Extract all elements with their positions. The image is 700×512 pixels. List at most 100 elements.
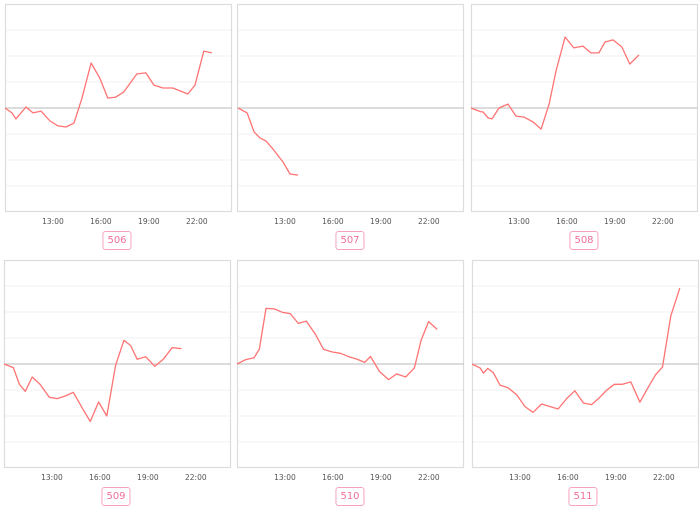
x-tick-label: 22:00 (418, 217, 440, 226)
data-point (106, 415, 107, 416)
data-point (247, 112, 248, 113)
data-point (3, 363, 4, 364)
data-point (662, 367, 663, 368)
data-point (236, 363, 237, 364)
data-point (421, 340, 422, 341)
data-point (493, 372, 494, 373)
data-point (670, 315, 671, 316)
x-tick-label: 13:00 (274, 217, 296, 226)
data-point (253, 357, 254, 358)
x-tick-label: 13:00 (42, 217, 64, 226)
data-point (470, 107, 471, 108)
chart-svg: 13:00 16:00 19:00 22:00 (470, 3, 699, 226)
chart-svg: 13:00 16:00 19:00 22:00 (4, 3, 233, 226)
panel-label-badge[interactable]: 511 (568, 487, 598, 506)
data-point (482, 111, 483, 112)
data-point (555, 70, 556, 71)
x-tick-label: 16:00 (322, 473, 344, 482)
data-point (40, 111, 41, 112)
data-point (194, 85, 195, 86)
data-point (90, 62, 91, 63)
data-point (82, 408, 83, 409)
x-tick-label: 13:00 (508, 217, 530, 226)
series-line (470, 36, 640, 130)
data-point (332, 351, 333, 352)
data-point (582, 46, 583, 47)
data-point (414, 367, 415, 368)
x-tick-label: 19:00 (370, 217, 392, 226)
data-point (508, 387, 509, 388)
x-tick-label: 16:00 (557, 473, 579, 482)
data-point (471, 363, 472, 364)
data-point (137, 359, 138, 360)
data-point (507, 104, 508, 105)
data-point (40, 384, 41, 385)
data-point (591, 404, 592, 405)
data-point (13, 367, 14, 368)
chart-svg: 13:00 16:00 19:00 22:00 (236, 3, 465, 226)
data-point (483, 373, 484, 374)
data-point (566, 398, 567, 399)
data-point (25, 391, 26, 392)
data-point (622, 384, 623, 385)
data-point (123, 91, 124, 92)
data-point (348, 356, 349, 357)
panel-label-badge[interactable]: 507 (335, 231, 365, 250)
data-point (123, 340, 124, 341)
data-point (598, 52, 599, 53)
panel-label-badge[interactable]: 509 (101, 487, 131, 506)
data-point (630, 381, 631, 382)
data-point (574, 390, 575, 391)
data-point (32, 112, 33, 113)
data-point (532, 412, 533, 413)
x-tick-label: 16:00 (90, 217, 112, 226)
data-point (73, 392, 74, 393)
data-point (90, 421, 91, 422)
x-tick-label: 13:00 (274, 473, 296, 482)
data-point (523, 117, 524, 118)
x-tick-label: 13:00 (509, 473, 531, 482)
panel-label-badge[interactable]: 506 (102, 231, 132, 250)
data-point (272, 148, 273, 149)
data-point (612, 39, 613, 40)
data-point (590, 52, 591, 53)
data-point (639, 402, 640, 403)
data-point (557, 408, 558, 409)
data-point (19, 384, 20, 385)
panel-label-badge[interactable]: 508 (569, 231, 599, 250)
x-tick-label: 19:00 (137, 473, 159, 482)
data-point (282, 161, 283, 162)
series-line (237, 107, 299, 176)
data-point (81, 98, 82, 99)
data-point (57, 125, 58, 126)
data-point (57, 398, 58, 399)
data-point (479, 367, 480, 368)
chart-svg: 13:00 16:00 19:00 22:00 (236, 259, 465, 482)
data-point (4, 107, 5, 108)
data-point (306, 321, 307, 322)
data-point (274, 308, 275, 309)
data-point (614, 384, 615, 385)
data-point (541, 403, 542, 404)
data-point (99, 78, 100, 79)
x-tick-label: 22:00 (652, 217, 674, 226)
data-point (49, 397, 50, 398)
panel-label-badge[interactable]: 510 (335, 487, 365, 506)
data-point (115, 96, 116, 97)
data-point (388, 379, 389, 380)
data-point (428, 321, 429, 322)
data-point (49, 120, 50, 121)
data-point (11, 112, 12, 113)
data-point (259, 137, 260, 138)
x-tick-label: 13:00 (41, 473, 63, 482)
data-point (245, 359, 246, 360)
data-point (499, 384, 500, 385)
data-point (515, 115, 516, 116)
data-point (340, 353, 341, 354)
chart-svg: 13:00 16:00 19:00 22:00 (471, 259, 700, 482)
data-point (130, 345, 131, 346)
data-point (211, 52, 212, 53)
data-point (172, 87, 173, 88)
data-point (65, 395, 66, 396)
x-tick-label: 19:00 (138, 217, 160, 226)
